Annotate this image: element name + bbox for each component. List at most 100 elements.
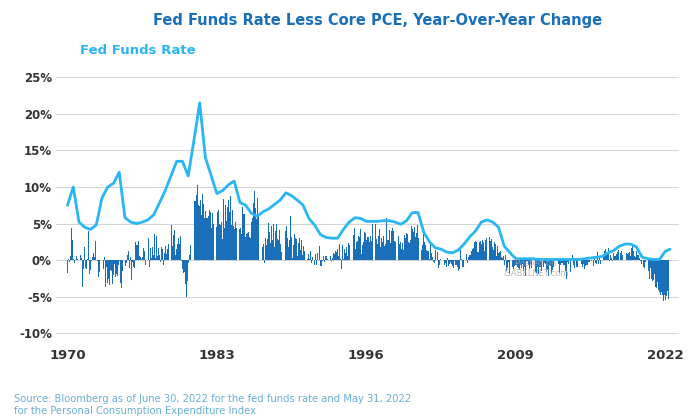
Bar — [429, 259, 430, 260]
Bar — [71, 228, 72, 260]
Bar — [204, 218, 205, 260]
Bar — [484, 240, 486, 260]
Bar — [573, 260, 574, 265]
Bar — [249, 237, 250, 260]
Bar — [513, 260, 514, 269]
Bar — [383, 236, 384, 260]
Bar — [364, 232, 365, 260]
Text: Fed Funds Rate Less Core PCE, Year-Over-Year Change: Fed Funds Rate Less Core PCE, Year-Over-… — [153, 13, 603, 28]
Bar — [455, 260, 456, 265]
Bar — [310, 251, 312, 260]
Bar — [654, 260, 655, 273]
Bar — [301, 240, 302, 260]
Bar — [150, 248, 151, 260]
Bar — [163, 260, 164, 265]
Bar — [428, 251, 429, 260]
Bar — [299, 238, 300, 260]
Bar — [353, 244, 354, 260]
Bar — [390, 242, 391, 260]
Bar — [154, 234, 155, 260]
Bar — [67, 260, 68, 273]
Bar — [208, 216, 209, 260]
Bar — [535, 260, 536, 269]
Bar — [112, 260, 113, 284]
Bar — [172, 246, 174, 260]
Bar — [276, 239, 278, 260]
Bar — [180, 236, 181, 260]
Bar — [367, 237, 368, 260]
Bar — [368, 237, 369, 260]
Text: Fed Funds Rate: Fed Funds Rate — [80, 44, 196, 57]
Bar — [134, 260, 135, 268]
Bar — [178, 239, 179, 260]
Bar — [566, 260, 567, 279]
Bar — [448, 260, 449, 266]
Bar — [660, 260, 661, 294]
Bar — [176, 249, 177, 260]
Bar — [635, 257, 636, 260]
Bar — [257, 198, 258, 260]
Bar — [492, 247, 493, 260]
Bar — [175, 255, 176, 260]
Bar — [594, 256, 595, 260]
Bar — [519, 260, 520, 270]
Bar — [433, 260, 434, 262]
Bar — [197, 185, 198, 260]
Bar — [135, 242, 136, 260]
Bar — [193, 200, 195, 260]
Bar — [316, 260, 317, 265]
Bar — [601, 260, 603, 264]
Bar — [357, 241, 358, 260]
Bar — [199, 206, 200, 260]
Bar — [344, 249, 345, 260]
Bar — [252, 218, 253, 260]
Bar — [645, 260, 647, 271]
Bar — [509, 260, 510, 273]
Bar — [221, 222, 222, 260]
Bar — [418, 238, 419, 260]
Bar — [205, 211, 206, 260]
Bar — [473, 248, 474, 260]
Bar — [488, 231, 489, 260]
Bar — [142, 257, 143, 260]
Bar — [317, 253, 318, 260]
Bar — [531, 260, 533, 277]
Bar — [331, 260, 332, 262]
Bar — [245, 237, 246, 260]
Bar — [610, 255, 611, 260]
Bar — [81, 258, 83, 260]
Bar — [236, 228, 237, 260]
Bar — [211, 213, 213, 260]
Bar — [452, 260, 453, 266]
Bar — [109, 260, 110, 285]
Bar — [626, 253, 627, 260]
Bar — [407, 234, 408, 260]
Bar — [222, 239, 223, 260]
Bar — [539, 260, 540, 267]
Bar — [209, 210, 210, 260]
Bar — [644, 260, 645, 268]
Bar — [88, 231, 89, 260]
Bar — [74, 260, 75, 263]
Bar — [524, 260, 525, 267]
Bar — [612, 260, 613, 261]
Bar — [342, 244, 343, 260]
Bar — [458, 260, 460, 269]
Bar — [231, 225, 232, 260]
Bar — [398, 236, 399, 260]
Bar — [382, 242, 383, 260]
Bar — [410, 240, 411, 260]
Bar — [547, 260, 548, 270]
Bar — [583, 260, 584, 264]
Bar — [497, 246, 498, 260]
Bar — [201, 215, 202, 260]
Bar — [567, 260, 568, 262]
Bar — [432, 257, 433, 260]
Bar — [541, 260, 542, 271]
Bar — [640, 260, 642, 264]
Bar — [600, 260, 601, 264]
Bar — [225, 205, 226, 260]
Bar — [415, 237, 416, 260]
Bar — [577, 260, 578, 267]
Bar — [130, 257, 131, 260]
